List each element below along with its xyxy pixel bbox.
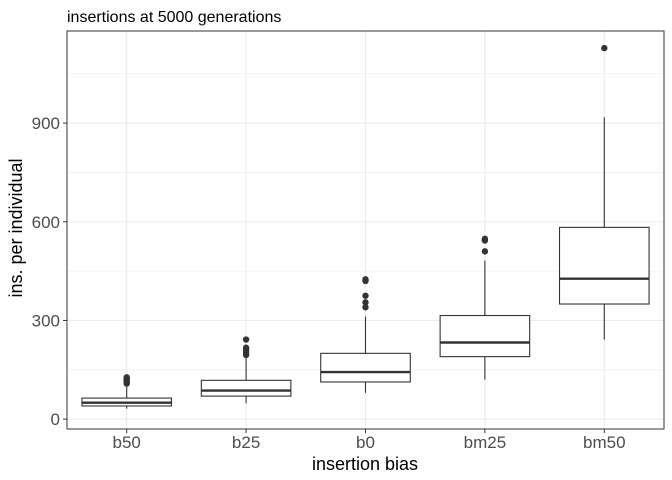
outlier-point — [362, 276, 369, 283]
outlier-point — [601, 44, 608, 52]
outlier-point — [362, 304, 369, 311]
y-tick-label: 900 — [32, 114, 60, 133]
iqr-box — [439, 314, 531, 358]
outlier-point — [481, 248, 489, 255]
x-tick-label: bm25 — [464, 433, 507, 452]
box-bm50 — [558, 44, 650, 340]
y-tick-label: 0 — [51, 410, 60, 429]
outlier-point — [123, 374, 130, 381]
x-tick-label: b50 — [113, 433, 141, 452]
x-axis-title: insertion bias — [312, 454, 418, 474]
boxes — [81, 44, 650, 409]
chart-title: insertions at 5000 generations — [67, 9, 281, 26]
y-tick-label: 300 — [32, 311, 60, 330]
outlier-point — [481, 235, 489, 243]
box-b0 — [320, 276, 411, 393]
outlier-point — [242, 344, 250, 351]
y-tick-label: 600 — [32, 213, 60, 232]
iqr-box — [558, 226, 650, 305]
outlier-point — [362, 292, 369, 299]
axes: 0 300 600 900 b50 b25 b0 bm25 bm50 — [32, 114, 626, 452]
x-tick-label: bm50 — [583, 433, 626, 452]
box-b25 — [200, 336, 292, 404]
iqr-box — [200, 379, 292, 397]
y-axis-title: ins. per individual — [6, 158, 26, 297]
box-b50 — [81, 374, 173, 409]
outlier-point — [362, 299, 369, 306]
outlier-point — [242, 336, 250, 343]
x-tick-label: b0 — [356, 433, 375, 452]
box-bm25 — [439, 235, 531, 380]
iqr-box — [320, 352, 411, 383]
x-tick-label: b25 — [232, 433, 260, 452]
